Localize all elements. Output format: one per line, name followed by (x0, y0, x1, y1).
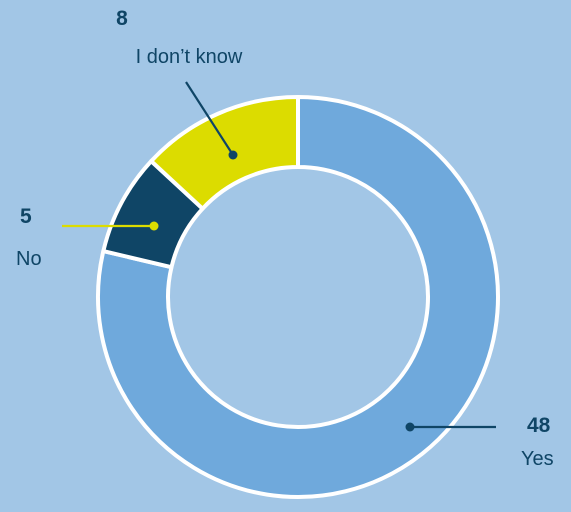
slice-i-don-t-know (149, 95, 300, 211)
slice-yes (96, 95, 500, 499)
leader-dot-yes (405, 422, 415, 432)
leader-dot-no (149, 221, 159, 231)
category-label-yes: Yes (521, 448, 554, 470)
value-label-no: 5 (20, 205, 32, 228)
leader-line-i-don-t-know (185, 81, 234, 156)
category-label-no: No (16, 248, 42, 270)
value-label-yes: 48 (527, 414, 551, 437)
leader-dot-i-don-t-know (228, 150, 238, 160)
category-label-i-don-t-know: I don’t know (136, 46, 243, 68)
value-label-i-don-t-know: 8 (116, 7, 128, 30)
